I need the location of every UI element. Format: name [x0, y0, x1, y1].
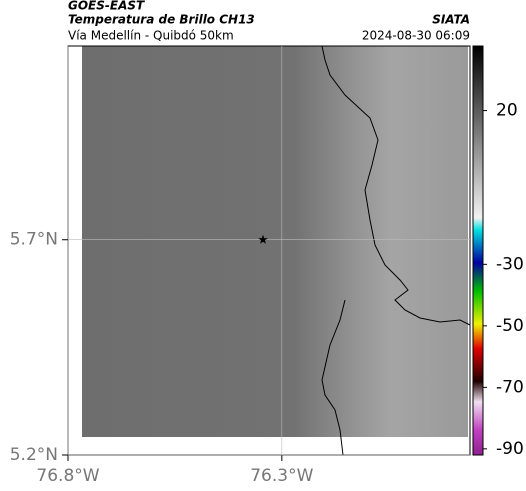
x-tick-label: 76.3°W	[250, 466, 313, 486]
y-tick-label: 5.7°N	[10, 230, 58, 250]
route: Vía Medellín - Quibdó 50km	[68, 29, 234, 43]
colorbar	[472, 45, 484, 456]
datetime: 2024-08-30 06:09	[362, 29, 470, 43]
y-tick-label: 5.2°N	[10, 445, 58, 465]
location-marker	[258, 234, 268, 244]
colorbar-tick-label: -30	[496, 254, 524, 274]
colorbar-tick-label: -50	[496, 316, 524, 336]
colorbar-tick-label: 20	[496, 101, 518, 121]
product: Temperatura de Brillo CH13	[68, 13, 255, 27]
border	[321, 45, 471, 326]
x-tick-label: 76.8°W	[36, 466, 99, 486]
colorbar-tick-label: -70	[496, 377, 524, 397]
source: SIATA	[432, 13, 470, 27]
colorbar-tick-label: -90	[496, 439, 524, 459]
coastline	[321, 299, 346, 456]
brightness-image	[82, 46, 468, 437]
satellite: GOES-EAST	[68, 0, 145, 13]
